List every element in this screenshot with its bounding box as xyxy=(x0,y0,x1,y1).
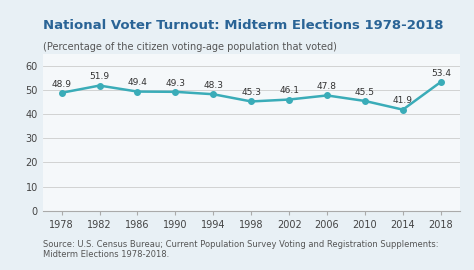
Text: (Percentage of the citizen voting-age population that voted): (Percentage of the citizen voting-age po… xyxy=(43,42,337,52)
Text: 46.1: 46.1 xyxy=(279,86,299,95)
Text: 45.5: 45.5 xyxy=(355,88,375,97)
Text: 45.3: 45.3 xyxy=(241,88,261,97)
Text: 51.9: 51.9 xyxy=(90,72,109,81)
Text: Source: U.S. Census Bureau; Current Population Survey Voting and Registration Su: Source: U.S. Census Bureau; Current Popu… xyxy=(43,240,438,259)
Text: 41.9: 41.9 xyxy=(393,96,413,106)
Text: National Voter Turnout: Midterm Elections 1978-2018: National Voter Turnout: Midterm Election… xyxy=(43,19,443,32)
Text: 48.9: 48.9 xyxy=(52,80,72,89)
Text: 47.8: 47.8 xyxy=(317,82,337,91)
Text: 49.4: 49.4 xyxy=(128,78,147,87)
Text: 48.3: 48.3 xyxy=(203,81,223,90)
Text: 49.3: 49.3 xyxy=(165,79,185,88)
Text: 53.4: 53.4 xyxy=(431,69,451,78)
